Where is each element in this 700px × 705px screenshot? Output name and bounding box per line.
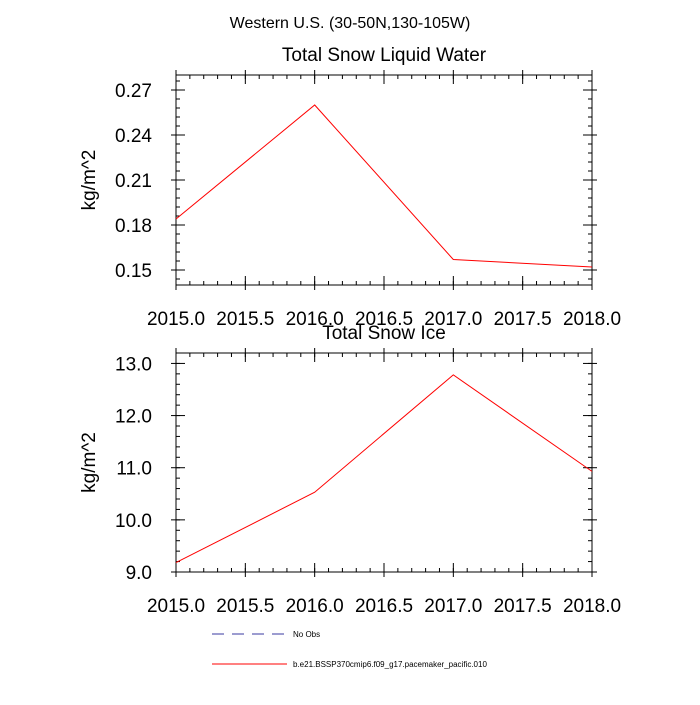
x-tick-label: 2015.5 (216, 596, 274, 617)
x-tick-label: 2018.0 (563, 596, 621, 617)
x-tick-label: 2017.5 (494, 596, 552, 617)
series-line-1 (175, 104, 593, 268)
y-tick-label: 10.0 (115, 511, 152, 532)
panel-2-title: Total Snow Ice (322, 323, 446, 344)
panel-2-frame (175, 352, 593, 573)
legend-label-no-obs: No Obs (293, 630, 320, 639)
y-tick-label: 0.27 (115, 81, 152, 102)
y-tick-label: 13.0 (115, 354, 152, 375)
y-tick-label: 9.0 (126, 563, 152, 584)
main-title: Western U.S. (30-50N,130-105W) (230, 15, 471, 32)
x-tick-label: 2016.5 (355, 309, 413, 330)
y-tick-label: 12.0 (115, 407, 152, 428)
x-tick-label: 2015.0 (147, 309, 205, 330)
x-tick-label: 2017.0 (424, 596, 482, 617)
panel-1-title: Total Snow Liquid Water (282, 45, 487, 66)
x-tick-label: 2016.0 (286, 309, 344, 330)
x-tick-label: 2017.0 (424, 309, 482, 330)
y-tick-label: 0.21 (115, 171, 152, 192)
y-tick-label: 0.15 (115, 261, 152, 282)
x-tick-label: 2015.0 (147, 596, 205, 617)
panel-2: Total Snow Ice kg/m^2 2015.0 2015.5 2016.0 20… (79, 323, 621, 617)
panel-1: Total Snow Liquid Water kg/m^2 2015.0 2015.… (79, 45, 621, 330)
y-tick-label: 0.24 (115, 126, 152, 147)
x-tick-label: 2018.0 (563, 309, 621, 330)
y-tick-label: 11.0 (116, 459, 152, 480)
legend-label-model: b.e21.BSSP370cmip6.f09_g17.pacemaker_pac… (293, 660, 487, 669)
x-tick-label: 2016.5 (355, 596, 413, 617)
panel-2-ylabel: kg/m^2 (79, 432, 100, 493)
panel-1-frame (175, 74, 593, 286)
x-tick-label: 2016.0 (286, 596, 344, 617)
panel-1-ylabel: kg/m^2 (79, 150, 100, 211)
x-tick-label: 2015.5 (216, 309, 274, 330)
x-tick-label: 2017.5 (494, 309, 552, 330)
y-tick-label: 0.18 (115, 216, 152, 237)
series-line-2 (175, 374, 593, 564)
legend: No Obs b.e21.BSSP370cmip6.f09_g17.pacema… (212, 630, 487, 669)
